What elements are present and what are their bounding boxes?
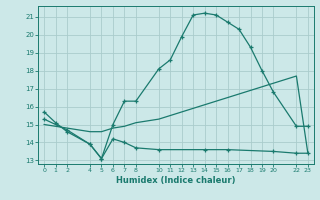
X-axis label: Humidex (Indice chaleur): Humidex (Indice chaleur) xyxy=(116,176,236,185)
